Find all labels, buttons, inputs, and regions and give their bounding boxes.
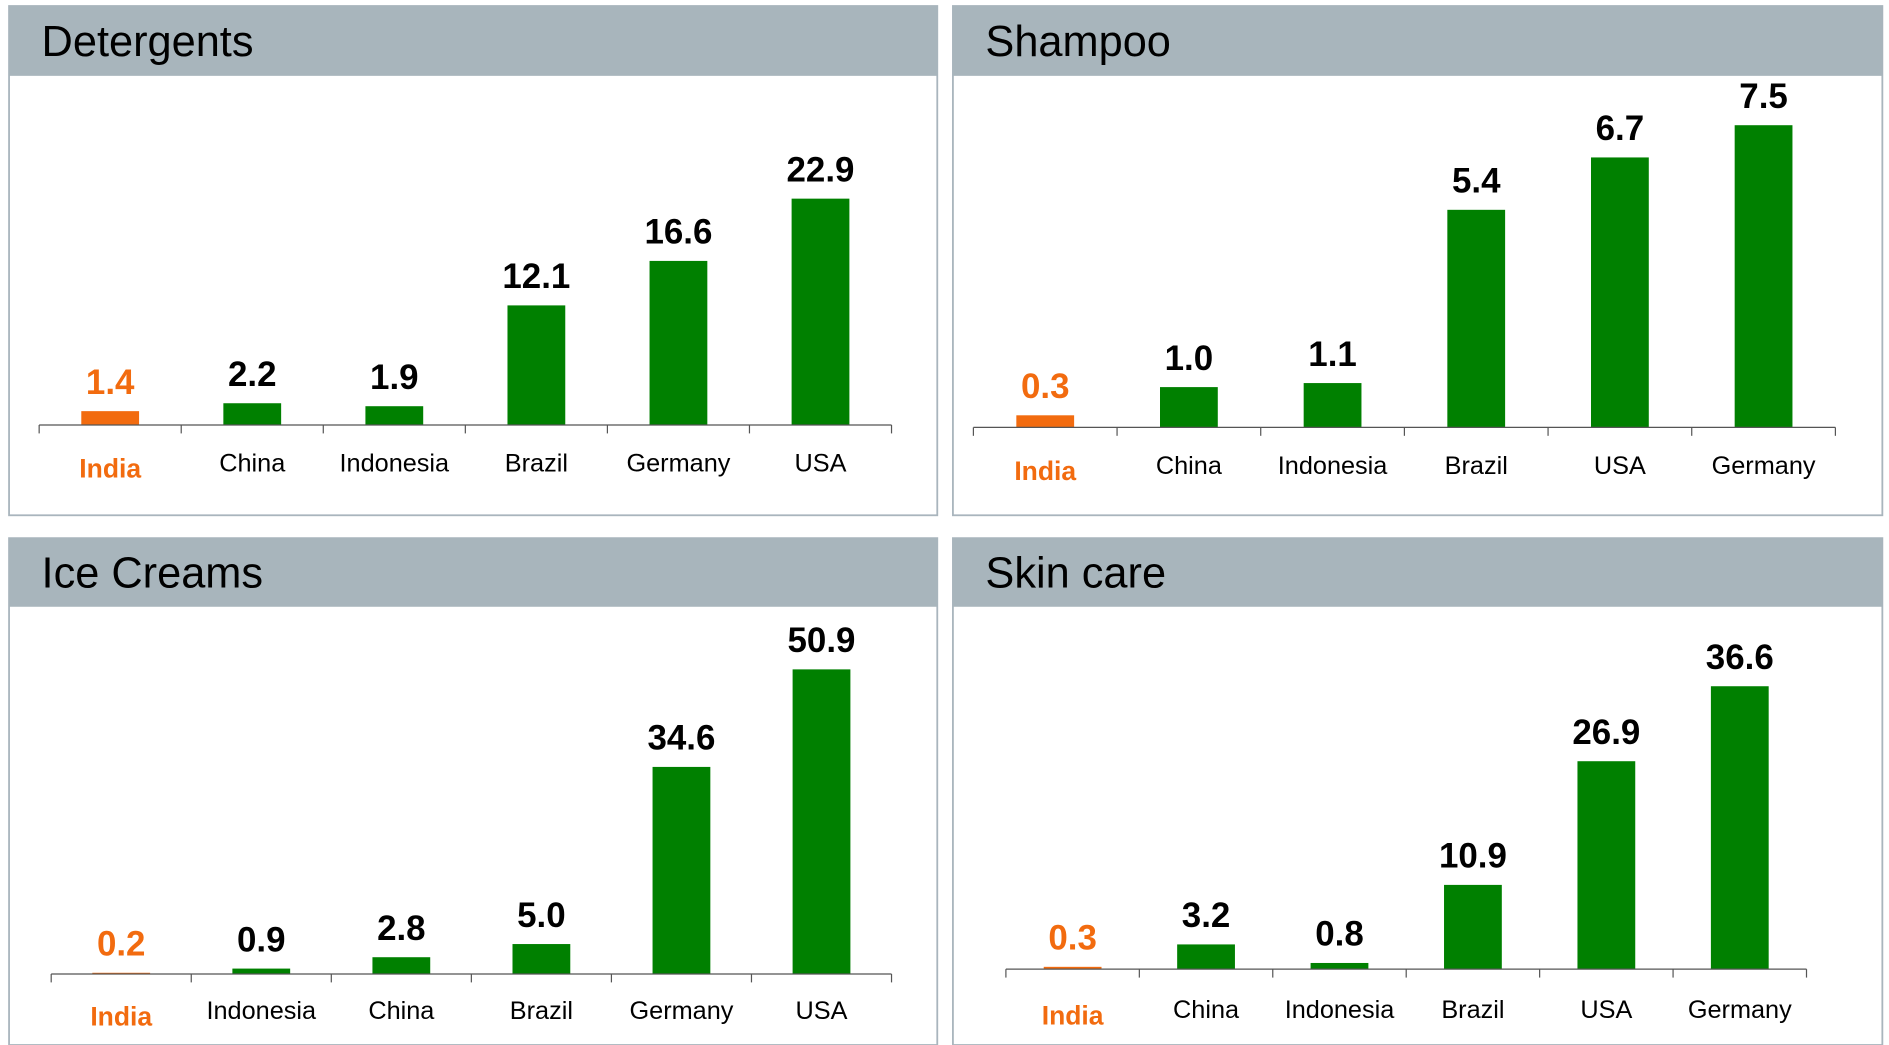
value-label: 16.6 (644, 213, 712, 252)
bar (1304, 383, 1362, 427)
bar (1177, 944, 1235, 969)
value-label: 2.2 (228, 355, 277, 394)
chart-title: Shampoo (985, 18, 1170, 66)
chart-title: Detergents (42, 18, 254, 66)
value-label: 1.0 (1165, 339, 1214, 378)
category-label: USA (1580, 996, 1632, 1024)
category-label: Indonesia (206, 997, 317, 1025)
bar (1444, 885, 1502, 969)
value-label: 6.7 (1596, 109, 1645, 148)
bar (512, 944, 570, 974)
value-label: 5.0 (517, 896, 566, 935)
value-label: 0.3 (1048, 919, 1097, 958)
value-label: 0.2 (97, 925, 146, 964)
value-label: 22.9 (787, 150, 855, 189)
value-label: 2.8 (377, 909, 426, 948)
value-label: 5.4 (1452, 162, 1501, 201)
category-label: USA (1594, 452, 1646, 480)
chart-panel: Shampoo 0.3 India 1.0 China 1.1 Indonesia 5.4 Br… (953, 6, 1882, 515)
category-label: China (1173, 996, 1240, 1024)
value-label: 50.9 (788, 621, 856, 660)
bar (365, 406, 423, 425)
chart-panel: Detergents 1.4 India 2.2 China 1.9 Indonesia 12… (9, 6, 937, 515)
chart-panel: Skin care 0.3 India 3.2 China 0.8 Indonesia 10.… (953, 538, 1882, 1045)
bar (81, 411, 139, 425)
value-label: 26.9 (1572, 713, 1640, 752)
value-label: 3.2 (1182, 896, 1231, 935)
value-label: 0.8 (1315, 915, 1364, 954)
bar (650, 261, 708, 425)
bar (1577, 761, 1635, 969)
bar (1591, 157, 1649, 427)
value-label: 0.9 (237, 920, 286, 959)
category-label: Indonesia (1278, 452, 1389, 480)
category-label: Indonesia (340, 449, 451, 477)
bar (1735, 125, 1793, 427)
bar (1160, 387, 1218, 427)
chart-panel: Ice Creams 0.2 India 0.9 Indonesia 2.8 China 5.… (9, 538, 937, 1045)
category-label: Germany (626, 449, 730, 477)
category-label: Brazil (510, 997, 573, 1025)
bar (223, 403, 281, 425)
category-label: India (79, 454, 141, 484)
bar (793, 669, 851, 974)
category-label: Germany (629, 997, 733, 1025)
value-label: 1.9 (370, 358, 419, 397)
bar (507, 305, 565, 425)
category-label: China (1156, 452, 1223, 480)
category-label: USA (795, 449, 847, 477)
category-label: Brazil (505, 449, 568, 477)
category-label: China (219, 449, 286, 477)
category-label: Brazil (1441, 996, 1504, 1024)
bar (653, 767, 711, 974)
value-label: 1.4 (86, 363, 135, 402)
category-label: Indonesia (1285, 996, 1396, 1024)
value-label: 10.9 (1439, 837, 1507, 876)
bar (1016, 415, 1074, 427)
category-label: USA (796, 997, 848, 1025)
chart-title: Ice Creams (42, 550, 264, 598)
bar (232, 969, 290, 974)
category-label: India (1014, 456, 1076, 486)
value-label: 34.6 (647, 719, 715, 758)
bar (1447, 210, 1505, 428)
dashboard: Detergents 1.4 India 2.2 China 1.9 Indonesia 12… (0, 0, 1889, 1045)
value-label: 7.5 (1739, 77, 1788, 116)
category-label: India (90, 1002, 152, 1032)
value-label: 36.6 (1706, 638, 1774, 677)
category-label: Brazil (1445, 452, 1508, 480)
value-label: 0.3 (1021, 367, 1070, 406)
category-label: India (1042, 1000, 1104, 1030)
bar (372, 957, 430, 974)
value-label: 1.1 (1308, 335, 1357, 374)
category-label: Germany (1712, 452, 1816, 480)
bar (1711, 686, 1769, 969)
bar (792, 199, 850, 425)
value-label: 12.1 (502, 257, 570, 296)
category-label: Germany (1688, 996, 1792, 1024)
category-label: China (368, 997, 435, 1025)
bar (1311, 963, 1369, 969)
chart-title: Skin care (985, 550, 1166, 598)
